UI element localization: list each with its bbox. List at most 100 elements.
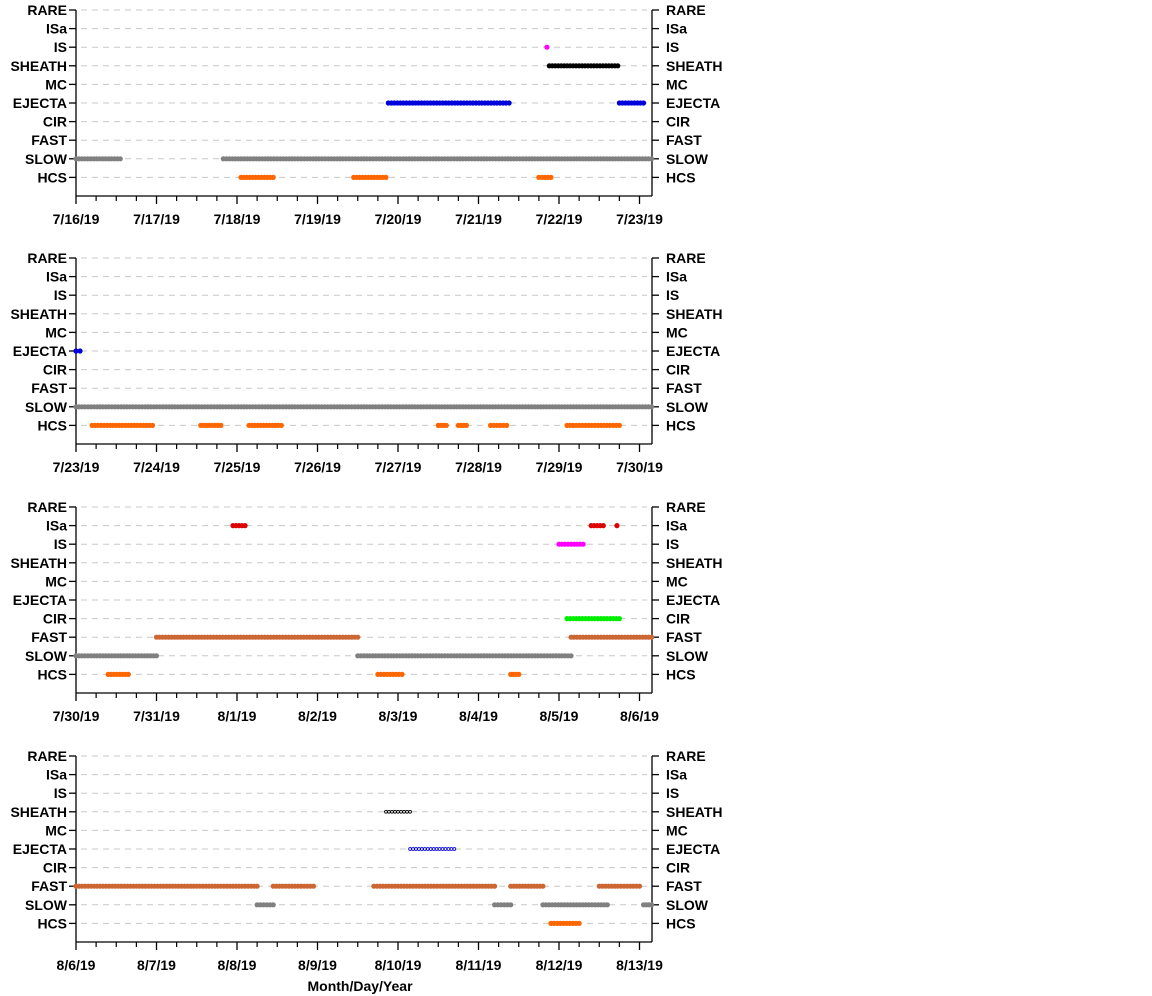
x-tick-label: 8/3/19 xyxy=(379,708,418,724)
series-slow-interval xyxy=(640,902,655,908)
data-point xyxy=(648,404,655,410)
category-label-left: SLOW xyxy=(25,648,68,664)
category-label-left: RARE xyxy=(27,499,67,515)
series-is-interval xyxy=(544,44,550,50)
category-label-right: RARE xyxy=(666,250,706,266)
category-label-left: FAST xyxy=(31,629,67,645)
x-tick-label: 7/16/19 xyxy=(53,211,100,227)
data-point xyxy=(405,809,409,814)
data-point xyxy=(399,671,405,678)
data-point xyxy=(604,902,610,908)
category-label-right: FAST xyxy=(666,380,702,396)
panel-4: RARE RARE ISa ISa IS IS SHEATH SHEATH MC MC EJECTA… xyxy=(10,748,722,973)
x-tick-label: 7/31/19 xyxy=(133,708,180,724)
x-tick-label: 7/17/19 xyxy=(133,211,180,227)
category-label-right: MC xyxy=(666,573,688,589)
data-point xyxy=(396,809,400,814)
series-hcs-interval xyxy=(548,920,582,927)
x-tick-label: 7/22/19 xyxy=(536,211,583,227)
data-point xyxy=(648,902,655,908)
x-tick-label: 8/9/19 xyxy=(298,957,337,973)
series-hcs-interval xyxy=(351,174,389,180)
data-point xyxy=(452,847,457,851)
category-label-left: EJECTA xyxy=(13,343,67,359)
data-point xyxy=(636,883,643,889)
data-point xyxy=(576,920,582,927)
data-point xyxy=(218,422,224,428)
data-point xyxy=(425,847,430,851)
data-point xyxy=(278,422,284,428)
data-point xyxy=(508,902,514,908)
category-label-right: MC xyxy=(666,324,688,340)
series-hcs-interval xyxy=(238,174,276,180)
data-point xyxy=(387,809,391,814)
data-point xyxy=(548,174,554,180)
category-label-left: SHEATH xyxy=(10,555,67,571)
data-point xyxy=(443,847,448,851)
x-tick-label: 8/5/19 xyxy=(540,708,579,724)
x-tick-label: 8/2/19 xyxy=(298,708,337,724)
category-label-left: HCS xyxy=(37,915,67,931)
category-label-left: RARE xyxy=(27,250,67,266)
series-fast-interval xyxy=(596,883,643,889)
data-point xyxy=(254,883,260,889)
series-slow-interval xyxy=(73,653,160,659)
category-label-left: CIR xyxy=(43,114,67,130)
category-label-left: EJECTA xyxy=(13,592,67,608)
category-label-left: ISa xyxy=(46,269,67,285)
category-label-right: SLOW xyxy=(666,399,709,415)
x-tick-label: 8/4/19 xyxy=(459,708,498,724)
category-label-right: MC xyxy=(666,76,688,92)
series-hcs-interval xyxy=(375,671,405,678)
category-label-left: MC xyxy=(45,573,67,589)
data-point xyxy=(492,883,498,889)
category-label-left: FAST xyxy=(31,878,67,894)
data-point xyxy=(417,847,421,851)
series-ejecta-interval xyxy=(385,100,512,106)
category-label-right: SHEATH xyxy=(666,58,723,74)
category-label-left: IS xyxy=(54,39,67,55)
category-label-left: EJECTA xyxy=(13,95,67,111)
x-tick-label: 7/19/19 xyxy=(294,211,341,227)
x-axis-title: Month/Day/Year xyxy=(307,978,413,994)
category-label-left: HCS xyxy=(37,169,67,185)
series-fast-interval xyxy=(508,883,546,889)
data-point xyxy=(648,156,655,162)
series-fast-interval xyxy=(73,883,260,889)
category-label-left: ISa xyxy=(46,518,67,534)
data-point xyxy=(428,847,433,851)
category-label-right: CIR xyxy=(666,362,690,378)
series-hcs-interval xyxy=(435,422,449,428)
data-point xyxy=(414,847,418,851)
category-label-right: HCS xyxy=(666,417,696,433)
x-tick-label: 7/23/19 xyxy=(616,211,663,227)
data-point xyxy=(580,541,586,547)
data-point xyxy=(408,809,412,814)
series-is-interval xyxy=(556,541,586,547)
series-isa-interval xyxy=(588,523,606,529)
category-label-left: IS xyxy=(54,536,67,552)
data-point xyxy=(270,174,276,180)
x-tick-label: 8/12/19 xyxy=(536,957,583,973)
category-label-left: SHEATH xyxy=(10,58,67,74)
category-label-right: CIR xyxy=(666,611,690,627)
category-label-right: HCS xyxy=(666,666,696,682)
x-tick-label: 7/26/19 xyxy=(294,459,341,475)
data-point xyxy=(446,847,451,851)
series-ejecta-interval xyxy=(616,100,647,106)
category-label-left: MC xyxy=(45,76,67,92)
category-label-right: ISa xyxy=(666,518,687,534)
panel-1: RARE RARE ISa ISa IS IS SHEATH SHEATH MC MC EJECTA… xyxy=(10,2,722,227)
data-point xyxy=(544,44,550,50)
data-point xyxy=(420,847,424,851)
x-tick-label: 8/6/19 xyxy=(57,957,96,973)
category-label-left: ISa xyxy=(46,21,67,37)
data-point xyxy=(506,100,512,106)
x-tick-label: 7/30/19 xyxy=(53,708,100,724)
data-point xyxy=(516,671,522,678)
category-label-left: MC xyxy=(45,324,67,340)
data-point xyxy=(614,523,620,529)
data-point xyxy=(408,847,412,851)
series-fast-interval xyxy=(568,634,655,640)
